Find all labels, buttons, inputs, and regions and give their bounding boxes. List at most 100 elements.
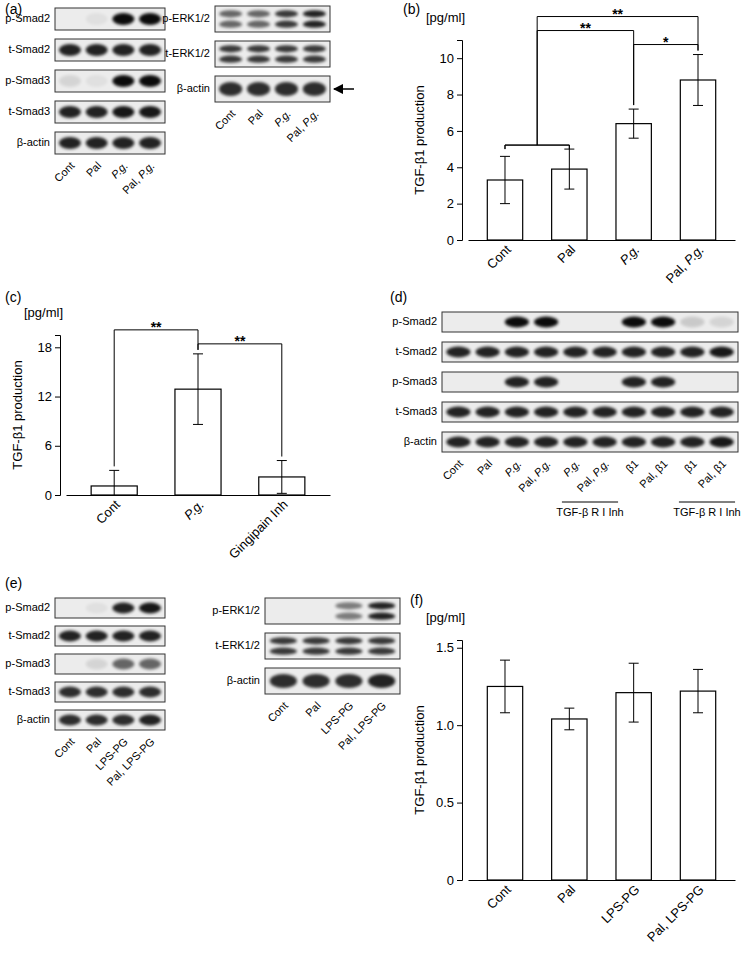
row-label: β-actin [17, 136, 50, 148]
blot-band [680, 407, 704, 418]
arrow [334, 88, 354, 90]
lane-tick: P.g. [272, 106, 293, 129]
y-tick: 12 [38, 389, 60, 404]
blot-band [563, 407, 587, 418]
group-label: TGF-β R I Inh [673, 506, 740, 518]
y-tick-mark [457, 58, 462, 59]
text-span: P.g. [109, 159, 130, 180]
text-span: P.g. [561, 457, 582, 478]
y-tick-mark [457, 880, 462, 881]
bracket-line [537, 17, 698, 146]
blot-band [680, 437, 704, 448]
x-axis-line [469, 240, 736, 241]
blot-strip [55, 8, 165, 30]
error-bar [693, 669, 703, 712]
blot-band [368, 602, 395, 609]
lane-label: Cont [52, 159, 77, 184]
row-label: p-ERK1/2 [162, 12, 210, 24]
blot-strip [55, 132, 165, 154]
error-cap [693, 54, 703, 55]
text-span: Cont [440, 457, 465, 482]
y-tick: 10 [440, 51, 462, 66]
blot-band [139, 715, 161, 726]
y-tick-label: 2 [447, 196, 454, 211]
blot-band [139, 44, 161, 56]
significance-label: ** [234, 333, 245, 349]
lane-tick: Pal, LPS-PG [104, 734, 157, 788]
lane-tick: Pal [245, 106, 265, 127]
y-tick-mark [457, 803, 462, 804]
blot-band [505, 347, 529, 358]
significance-bracket: * [634, 34, 698, 106]
blot-band [275, 45, 298, 52]
y-tick-label: 6 [447, 124, 454, 139]
blot-band [651, 317, 675, 328]
x-tick-label: LPS-PG [598, 882, 642, 926]
y-tick: 1.5 [436, 640, 462, 655]
blot-band [139, 106, 161, 118]
row-label: t-ERK1/2 [215, 639, 260, 651]
blot-band [593, 347, 617, 358]
blot-band [270, 648, 297, 655]
blot-strip [55, 101, 165, 123]
blot-band [219, 82, 242, 96]
lane-tick: Pal, P.g. [120, 158, 157, 196]
panel-label: (e) [5, 575, 22, 591]
blot-band [275, 56, 298, 63]
y-tick: 0.5 [436, 795, 462, 810]
error-cap [693, 669, 703, 670]
lane-label: Cont [440, 457, 465, 482]
error-bar [277, 461, 287, 494]
blot-band [534, 347, 558, 358]
y-axis: 00.51.01.5 [436, 640, 463, 887]
blot-band [335, 613, 362, 620]
row-label: p-Smad2 [5, 12, 50, 24]
blot-strip [55, 598, 165, 618]
y-tick: 1.0 [436, 718, 462, 733]
y-tick: 2 [447, 196, 462, 211]
unit-label: [pg/ml] [24, 305, 63, 320]
lane-tick: Pal, LPS-PG [336, 698, 389, 752]
bar [680, 691, 715, 880]
blot-band [563, 437, 587, 448]
x-tick-label: Cont [484, 242, 514, 272]
significance-label: ** [151, 319, 162, 335]
error-cap [693, 712, 703, 713]
row-label: β-actin [227, 674, 260, 686]
blot-band [505, 407, 529, 418]
blot-band [86, 715, 108, 726]
lane-label: Cont [52, 735, 77, 760]
text-span: Pal, LPS-PG [104, 735, 157, 788]
blot-band [247, 56, 270, 63]
row-label: t-Smad2 [8, 629, 50, 641]
lane-label: Pal, P.g. [120, 159, 157, 196]
text-span: Cont [52, 159, 77, 184]
y-tick: 6 [45, 438, 60, 453]
x-tick: P.g. [181, 495, 207, 523]
error-stem [698, 55, 699, 106]
x-tick: Pal, LPS-PG [644, 880, 707, 945]
y-tick-label: 0 [447, 233, 454, 248]
blot-strip [442, 312, 738, 332]
western-blot: p-Smad2t-Smad2p-Smad3t-Smad3β-actinContP… [5, 8, 165, 196]
y-tick-mark [55, 446, 60, 447]
y-tick-label: 6 [45, 438, 52, 453]
lane-label: Cont [265, 699, 290, 724]
y-axis-line [457, 641, 463, 881]
error-stem [114, 470, 115, 495]
blot-band [680, 347, 704, 358]
lane-tick: Pal, P.g. [516, 456, 553, 494]
y-tick-label: 1.5 [436, 640, 454, 655]
blot-band [59, 137, 81, 149]
lane-label: β1 [623, 457, 640, 474]
x-tick: Gingipain Inh [226, 495, 291, 562]
lane-label: Cont [212, 107, 237, 132]
text-span: Cont [265, 699, 290, 724]
blot-band [534, 377, 558, 388]
blot-band [270, 674, 297, 688]
error-cap [193, 424, 203, 425]
blot-band [505, 317, 529, 328]
error-cap [629, 109, 639, 110]
lane-label: P.g. [109, 159, 130, 180]
text-span: β1 [623, 457, 640, 474]
